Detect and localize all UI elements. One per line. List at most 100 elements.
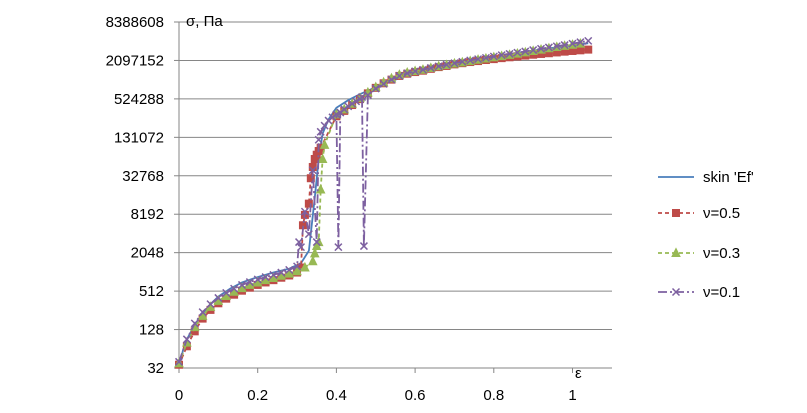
series-line — [178, 42, 589, 369]
data-point — [426, 63, 435, 72]
y-tick-label: 32768 — [122, 168, 164, 185]
data-point — [352, 97, 361, 106]
data-point — [403, 69, 412, 78]
data-point — [306, 174, 315, 183]
data-point — [320, 121, 329, 130]
data-point — [584, 36, 593, 45]
data-point — [474, 55, 483, 64]
legend-label: ν=0.1 — [703, 284, 740, 301]
legend-label: ν=0.5 — [703, 205, 740, 222]
data-point — [458, 57, 467, 66]
data-point — [300, 261, 310, 272]
data-point — [395, 71, 404, 80]
data-point — [544, 43, 553, 52]
data-point — [312, 238, 321, 247]
y-tick-label: 131072 — [114, 129, 164, 146]
data-point — [293, 262, 302, 271]
data-point — [284, 268, 294, 278]
data-point — [307, 255, 318, 266]
data-point — [198, 308, 207, 317]
series-line — [178, 48, 589, 366]
y-tick-label: 524288 — [114, 91, 164, 108]
data-point — [529, 46, 538, 55]
data-point — [269, 270, 278, 279]
axes — [174, 21, 612, 373]
y-tick-label: 8192 — [131, 206, 164, 223]
legend-item: ν=0.5 — [658, 205, 740, 222]
data-point — [296, 243, 306, 252]
data-point — [230, 284, 239, 293]
data-point — [466, 56, 475, 65]
data-point — [584, 45, 593, 54]
data-point — [304, 230, 313, 239]
data-point — [568, 39, 577, 48]
y-tick-label: 32 — [147, 360, 164, 377]
data-point — [314, 135, 323, 144]
series-1 — [175, 45, 593, 369]
data-point — [576, 38, 585, 47]
legend: skin 'Ef' ν=0.5 ν=0.3 ν=0.1 — [658, 169, 754, 301]
y-axis-label: σ, Па — [186, 13, 223, 30]
data-point — [182, 335, 191, 344]
data-point — [513, 48, 522, 57]
data-point — [552, 42, 561, 51]
data-point — [576, 46, 585, 55]
legend-marker — [671, 247, 681, 257]
data-point — [237, 280, 246, 289]
data-point — [379, 79, 388, 88]
x-axis-label: ε — [575, 365, 582, 382]
legend-label: skin 'Ef' — [703, 169, 754, 186]
x-tick-label: 1 — [568, 387, 576, 404]
data-point — [359, 242, 368, 251]
legend-label: ν=0.3 — [703, 245, 740, 262]
legend-item: ν=0.1 — [658, 284, 740, 301]
y-tick-label: 2048 — [131, 245, 164, 262]
data-point — [174, 357, 184, 366]
data-point — [304, 199, 313, 208]
data-point — [319, 139, 330, 149]
data-point — [344, 102, 353, 111]
data-point — [261, 273, 270, 282]
y-tick-label: 128 — [139, 322, 164, 339]
y-tick-label: 512 — [139, 283, 164, 300]
x-tick-label: 0.2 — [247, 387, 268, 404]
data-point — [481, 53, 490, 62]
data-point — [348, 99, 357, 108]
data-point — [285, 265, 294, 274]
data-point — [214, 293, 223, 302]
series-line — [178, 40, 589, 363]
data-point — [411, 67, 420, 76]
data-point — [308, 166, 317, 175]
data-point — [489, 52, 498, 61]
data-point — [206, 300, 215, 309]
data-point — [277, 268, 286, 277]
x-tick-label: 0 — [175, 387, 183, 404]
data-point — [442, 60, 451, 69]
series-3 — [174, 36, 593, 366]
data-point — [450, 59, 459, 68]
legend-item: skin 'Ef' — [658, 169, 754, 186]
data-point — [560, 41, 569, 50]
y-tick-label: 8388608 — [106, 14, 164, 31]
data-point — [190, 319, 199, 328]
data-point — [371, 84, 380, 93]
data-point — [387, 75, 396, 84]
series-0 — [178, 42, 589, 369]
data-point — [300, 207, 309, 216]
data-point — [315, 183, 326, 194]
data-point — [521, 47, 530, 56]
legend-marker — [671, 287, 681, 297]
data-point — [363, 91, 372, 100]
data-point — [245, 278, 254, 287]
data-point — [357, 93, 367, 102]
data-point — [316, 127, 325, 136]
data-point — [334, 243, 343, 252]
x-tick-label: 0.8 — [483, 387, 504, 404]
data-point — [222, 288, 231, 297]
data-point — [292, 265, 302, 276]
data-point — [317, 153, 328, 164]
data-point — [418, 65, 428, 74]
y-axis-ticks: 32 128 512 2048 8192 32768 131072 524288 2097152… — [106, 14, 164, 377]
data-point — [309, 247, 320, 258]
